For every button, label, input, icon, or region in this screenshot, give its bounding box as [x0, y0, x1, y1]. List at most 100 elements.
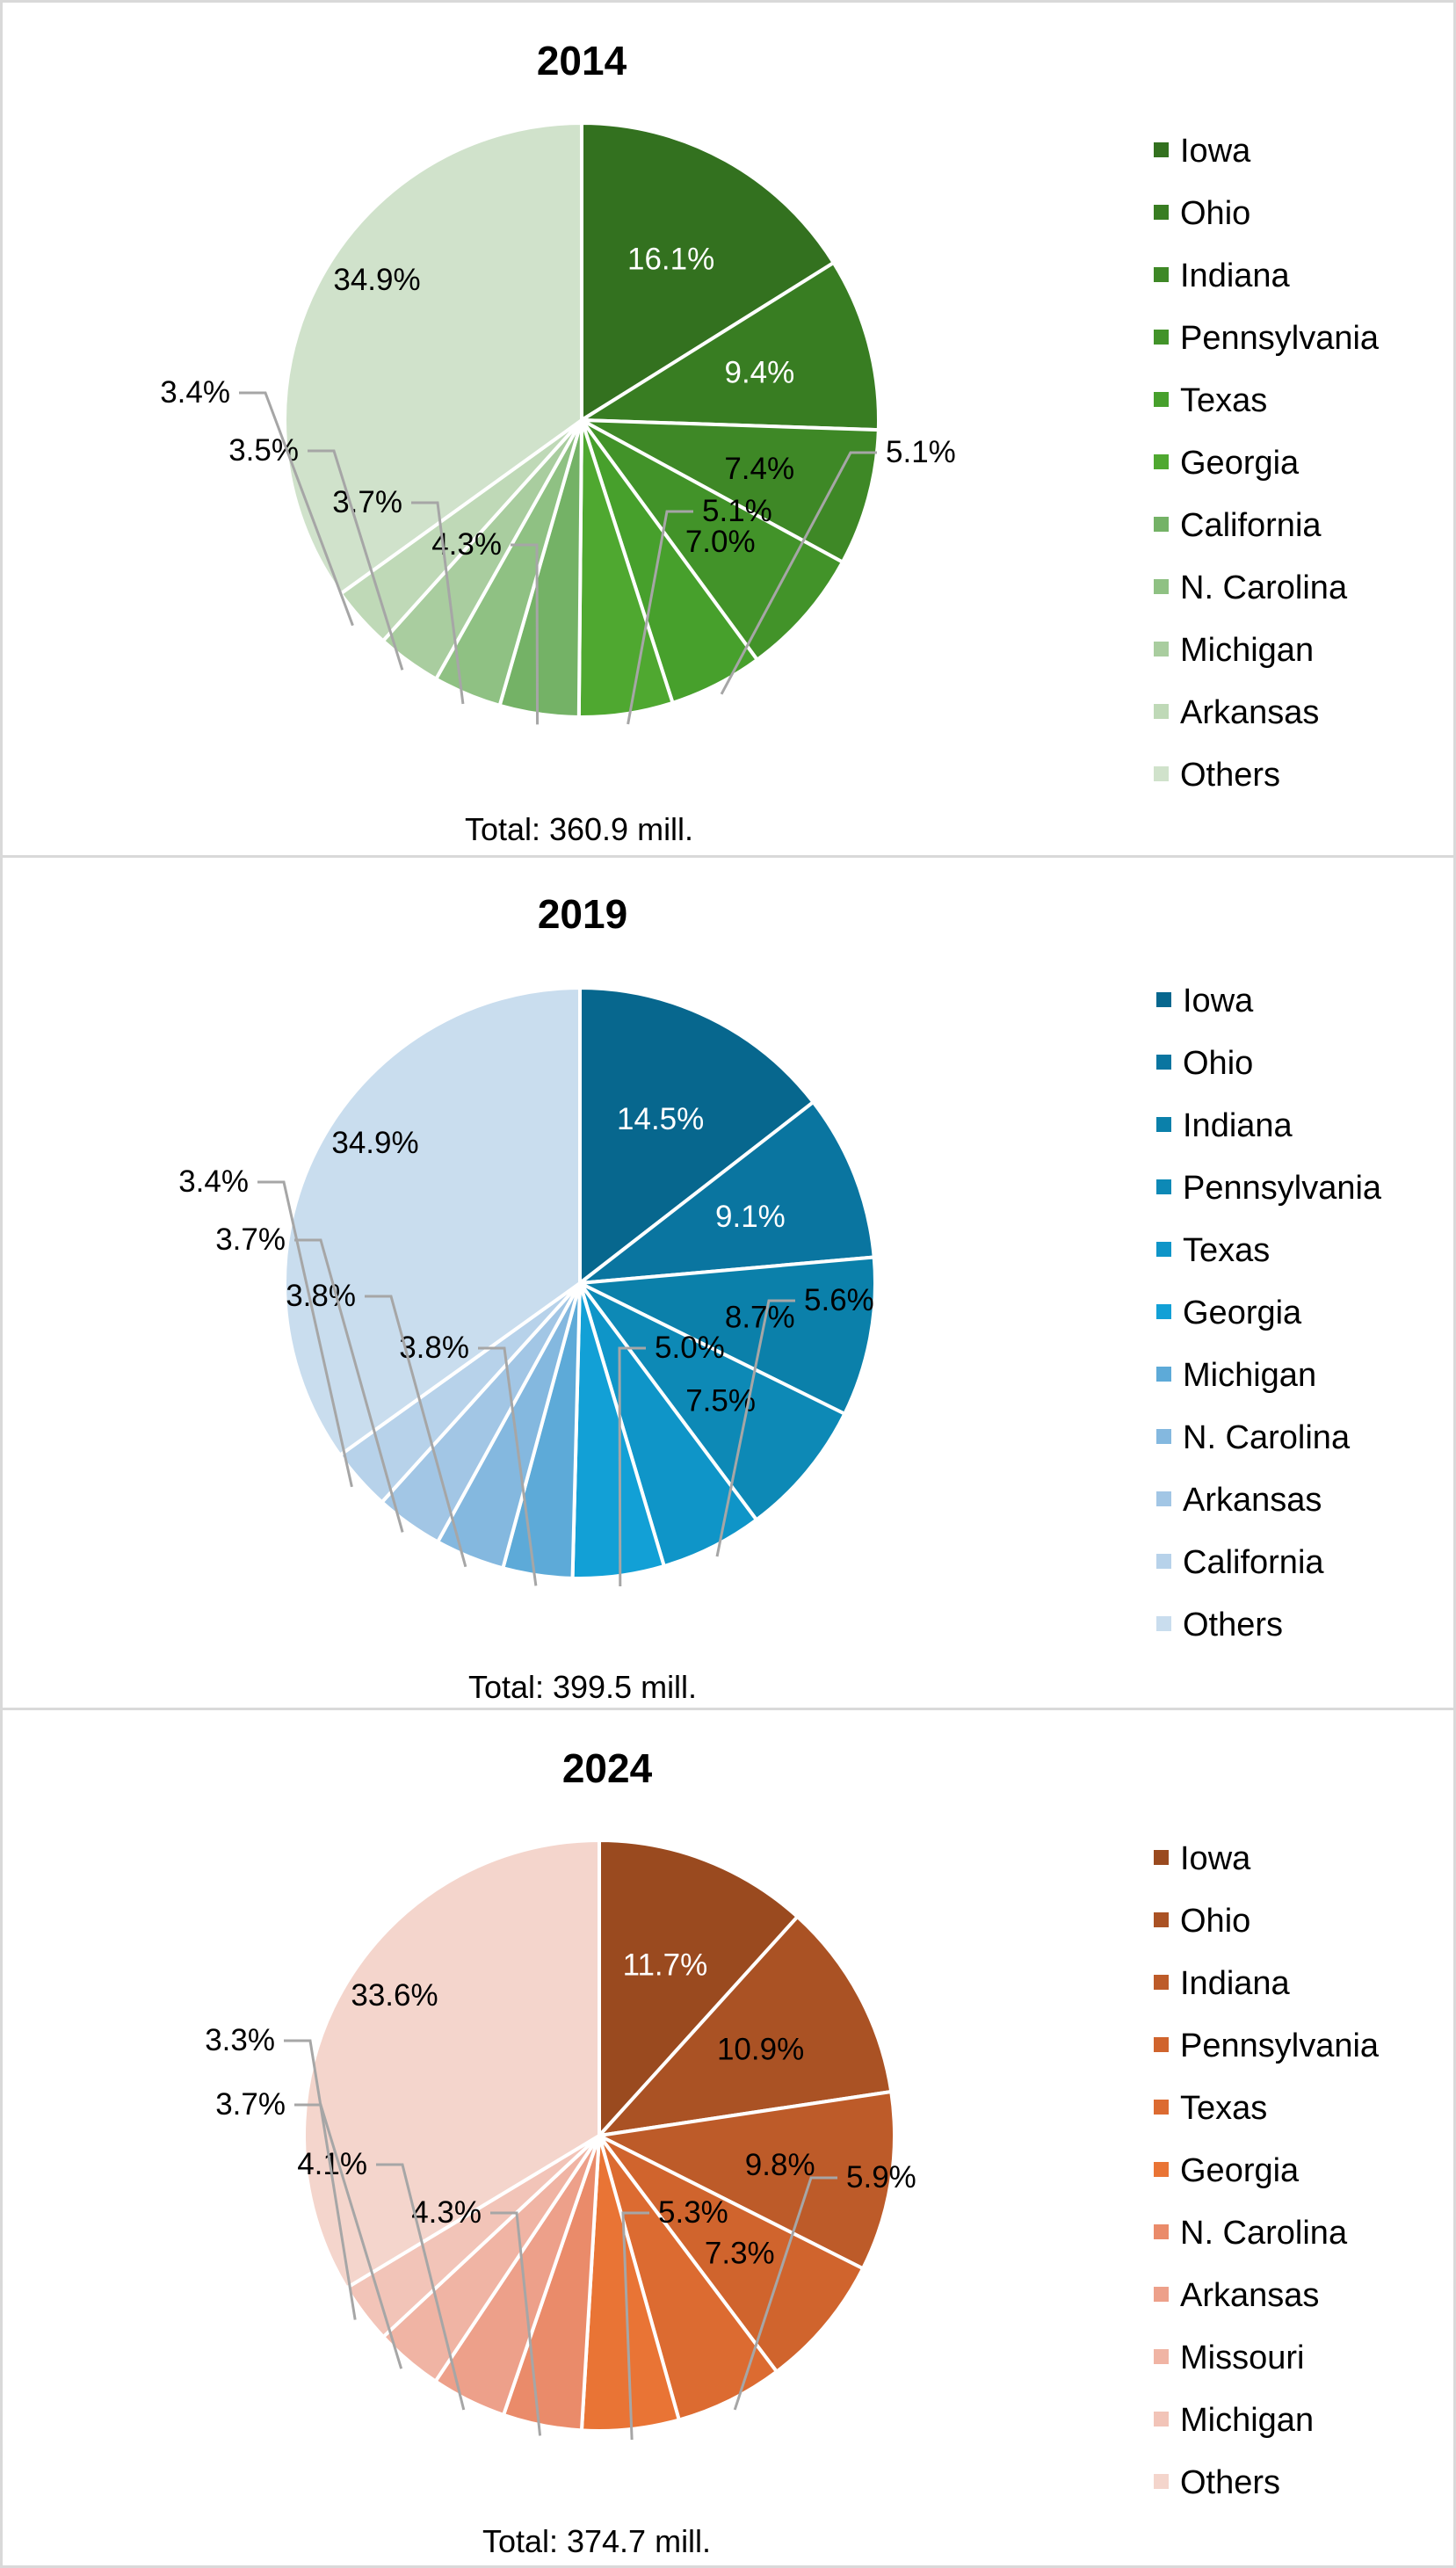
legend-label: N. Carolina [1180, 2215, 1348, 2252]
legend-item-texas[interactable]: Texas [1154, 382, 1267, 419]
legend-swatch [1154, 454, 1169, 469]
legend-item-others[interactable]: Others [1156, 1607, 1283, 1643]
pie-slice-others[interactable] [283, 986, 582, 1457]
legend-label: Iowa [1183, 983, 1254, 1019]
legend-item-arkansas[interactable]: Arkansas [1156, 1482, 1322, 1519]
data-label-n-carolina: 3.8% [286, 1279, 356, 1313]
legend-item-texas[interactable]: Texas [1154, 2090, 1267, 2127]
legend-item-arkansas[interactable]: Arkansas [1154, 694, 1319, 731]
legend-swatch [1154, 1912, 1169, 1927]
legend-swatch [1154, 2037, 1169, 2052]
pie-slice-iowa[interactable] [580, 121, 836, 422]
legend-swatch [1154, 2412, 1169, 2427]
leader-line [376, 2163, 466, 2411]
legend-label: Michigan [1180, 2402, 1314, 2439]
leader-line [257, 1180, 353, 1488]
leader-line [720, 451, 877, 695]
legend: Iowa Ohio Indiana Pennsylvania Texas Georgia M… [1156, 983, 1382, 1643]
legend-item-georgia[interactable]: Georgia [1156, 1295, 1302, 1331]
legend-item-georgia[interactable]: Georgia [1154, 2152, 1300, 2189]
pie-chart-2019: 14.5%9.1%8.7%7.5%5.6%5.0%3.8%3.8%3.7%3.4… [178, 891, 1382, 1705]
legend-item-michigan[interactable]: Michigan [1156, 1357, 1316, 1394]
leader-line [511, 543, 540, 725]
leader-line [294, 1238, 404, 1533]
legend-item-n-carolina[interactable]: N. Carolina [1156, 1419, 1351, 1456]
pie-slice-indiana[interactable] [598, 2089, 896, 2271]
legend-item-indiana[interactable]: Indiana [1154, 258, 1291, 294]
legend-item-georgia[interactable]: Georgia [1154, 445, 1300, 482]
legend-item-michigan[interactable]: Michigan [1154, 632, 1314, 669]
legend-item-california[interactable]: California [1156, 1544, 1324, 1581]
legend-item-others[interactable]: Others [1154, 757, 1280, 794]
legend-label: California [1183, 1544, 1324, 1581]
pie-slice-pennsylvania[interactable] [580, 418, 844, 662]
legend-item-n-carolina[interactable]: N. Carolina [1154, 569, 1348, 606]
pie-slice-indiana[interactable] [580, 418, 880, 564]
legend-label: Iowa [1180, 1840, 1251, 1877]
legend-item-michigan[interactable]: Michigan [1154, 2402, 1314, 2439]
legend-item-others[interactable]: Others [1154, 2464, 1280, 2501]
pie-slice-pennsylvania[interactable] [598, 2134, 866, 2374]
data-label-michigan: 3.3% [205, 2023, 275, 2057]
data-label-pennsylvania: 7.3% [705, 2237, 775, 2271]
legend-item-iowa[interactable]: Iowa [1154, 133, 1251, 170]
legend-label: Ohio [1180, 195, 1250, 232]
data-label-indiana: 8.7% [725, 1300, 795, 1334]
legend-item-indiana[interactable]: Indiana [1156, 1107, 1293, 1144]
leader-line [621, 2211, 649, 2441]
legend-item-texas[interactable]: Texas [1156, 1232, 1270, 1269]
legend-item-iowa[interactable]: Iowa [1154, 1840, 1251, 1877]
legend-item-pennsylvania[interactable]: Pennsylvania [1156, 1170, 1382, 1207]
legend-item-ohio[interactable]: Ohio [1156, 1045, 1253, 1082]
legend-label: Michigan [1183, 1357, 1316, 1394]
panel-2019: 14.5% 9.1% 8.7% 7.5% 5.6% 5.0% 3.8% 3.8% 3.7% 3.4… [3, 858, 1453, 1708]
data-labels: 16.1%9.4%7.4%7.0%5.1%5.1%4.3%3.7%3.5%3.4… [160, 243, 956, 725]
legend-item-iowa[interactable]: Iowa [1156, 983, 1254, 1019]
legend-item-pennsylvania[interactable]: Pennsylvania [1154, 2028, 1380, 2064]
legend-swatch [1156, 1491, 1171, 1506]
legend-swatch [1154, 2162, 1169, 2177]
legend-swatch [1156, 1055, 1171, 1070]
legend-item-ohio[interactable]: Ohio [1154, 195, 1250, 232]
total-label: Total: 399.5 mill. [468, 1669, 697, 1705]
legend-item-missouri[interactable]: Missouri [1154, 2339, 1304, 2376]
legend-label: Others [1180, 2464, 1280, 2501]
pie-slice-others[interactable] [283, 121, 583, 596]
data-label-texas: 5.9% [846, 2160, 916, 2194]
legend-label: Pennsylvania [1183, 1170, 1382, 1207]
data-label-michigan: 3.8% [399, 1331, 469, 1365]
pie-slice-others[interactable] [302, 1839, 601, 2290]
leader-line [284, 2039, 357, 2320]
legend-label: Texas [1180, 2090, 1267, 2127]
leader-line [365, 1295, 467, 1568]
pie-slice-ohio[interactable] [578, 1100, 876, 1285]
legend-swatch [1156, 1179, 1171, 1194]
legend-swatch [1156, 1117, 1171, 1132]
legend-label: Missouri [1180, 2339, 1304, 2376]
data-label-missouri: 3.7% [215, 2087, 286, 2122]
pie-slice-indiana[interactable] [578, 1255, 877, 1416]
legend-swatch [1156, 1367, 1171, 1382]
legend-item-indiana[interactable]: Indiana [1154, 1965, 1291, 2002]
chart-title: 2019 [538, 891, 627, 937]
legend-item-ohio[interactable]: Ohio [1154, 1903, 1250, 1940]
legend-item-california[interactable]: California [1154, 507, 1322, 544]
legend-swatch [1156, 1429, 1171, 1444]
legend-swatch [1154, 330, 1169, 345]
data-label-iowa: 11.7% [623, 1948, 708, 1983]
data-labels: 14.5%9.1%8.7%7.5%5.6%5.0%3.8%3.8%3.7%3.4… [178, 1102, 874, 1586]
pie-slice-texas[interactable] [598, 2134, 779, 2422]
data-labels: 11.7%10.9%9.8%7.3%5.9%5.3%4.3%4.1%3.7%3.… [205, 1948, 916, 2441]
legend-item-arkansas[interactable]: Arkansas [1154, 2277, 1319, 2314]
legend-swatch [1154, 142, 1169, 157]
pie-slice-ohio[interactable] [580, 260, 880, 432]
pie-slice-pennsylvania[interactable] [578, 1281, 847, 1522]
legend-item-pennsylvania[interactable]: Pennsylvania [1154, 320, 1380, 357]
pie-slice-ohio[interactable] [598, 1914, 894, 2137]
legend-label: Others [1183, 1607, 1283, 1643]
pie-chart-2024: 11.7%10.9%9.8%7.3%5.9%5.3%4.3%4.1%3.7%3.… [205, 1745, 1380, 2559]
pie-slice-iowa[interactable] [578, 986, 815, 1285]
data-label-n-carolina: 4.3% [411, 2195, 482, 2230]
legend-item-n-carolina[interactable]: N. Carolina [1154, 2215, 1348, 2252]
pie-slice-iowa[interactable] [598, 1839, 800, 2137]
